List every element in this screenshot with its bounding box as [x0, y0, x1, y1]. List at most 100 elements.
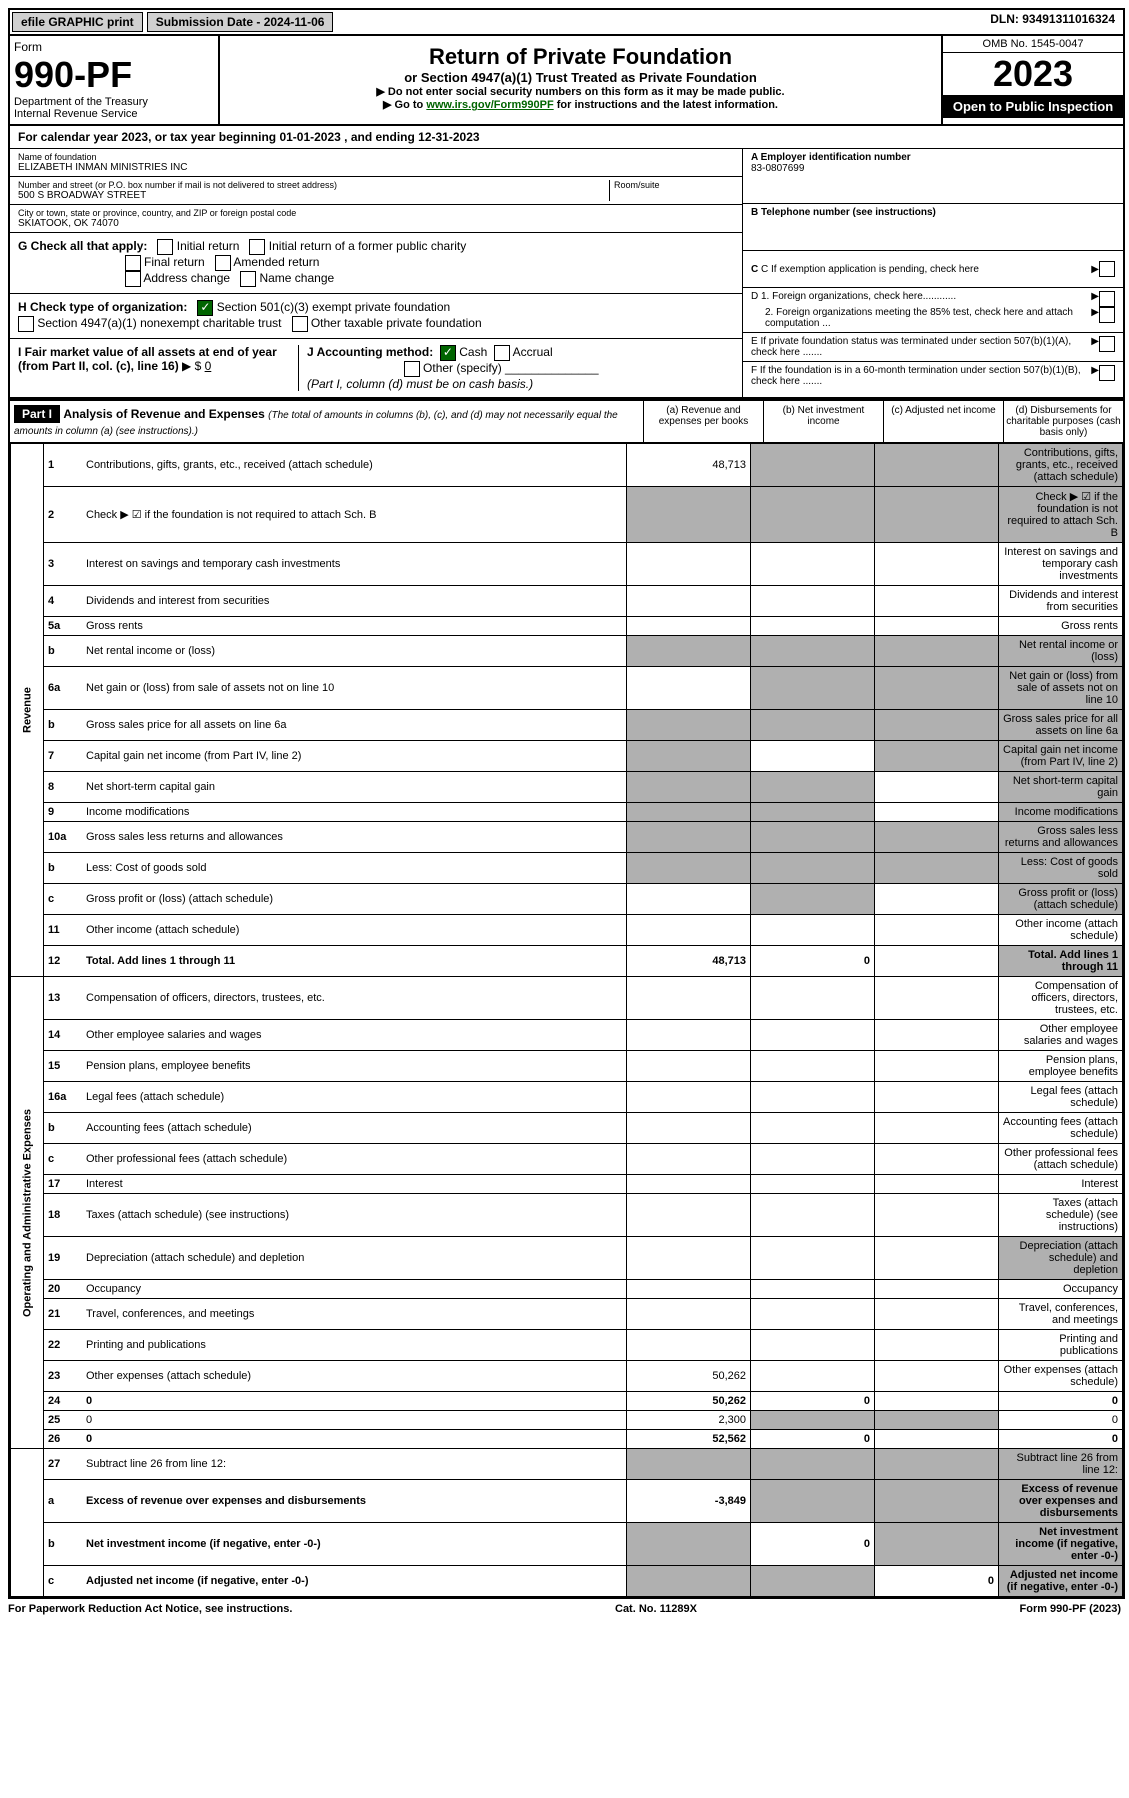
value-cell: Accounting fees (attach schedule): [999, 1113, 1123, 1144]
cb-initial-return[interactable]: [157, 239, 173, 255]
value-cell: [627, 1175, 751, 1194]
cb-d2[interactable]: [1099, 307, 1115, 323]
value-cell: [751, 1020, 875, 1051]
value-cell: Interest on savings and temporary cash i…: [999, 543, 1123, 586]
value-cell: [627, 1523, 751, 1566]
col-a-header: (a) Revenue and expenses per books: [643, 401, 763, 442]
cb-cash[interactable]: ✓: [440, 345, 456, 361]
value-cell: Other professional fees (attach schedule…: [999, 1144, 1123, 1175]
cb-amended[interactable]: [215, 255, 231, 271]
efile-print-button[interactable]: efile GRAPHIC print: [12, 12, 143, 32]
value-cell: [627, 853, 751, 884]
value-cell: [875, 772, 999, 803]
irs-label: Internal Revenue Service: [14, 108, 214, 120]
line-num: 16a: [44, 1082, 83, 1113]
value-cell: Gross profit or (loss) (attach schedule): [999, 884, 1123, 915]
cb-accrual[interactable]: [494, 345, 510, 361]
tax-year: 2023: [943, 53, 1123, 95]
line-desc: Capital gain net income (from Part IV, l…: [82, 741, 627, 772]
j-note: (Part I, column (d) must be on cash basi…: [307, 377, 533, 391]
line-desc: Travel, conferences, and meetings: [82, 1299, 627, 1330]
value-cell: [627, 586, 751, 617]
value-cell: [875, 444, 999, 487]
value-cell: [751, 884, 875, 915]
footer-right: Form 990-PF (2023): [1020, 1603, 1121, 1615]
value-cell: Printing and publications: [999, 1330, 1123, 1361]
value-cell: [751, 1449, 875, 1480]
cb-501c3[interactable]: ✓: [197, 300, 213, 316]
c-cell: C C If exemption application is pending,…: [743, 251, 1123, 288]
line-num: b: [44, 710, 83, 741]
value-cell: [627, 884, 751, 915]
cb-initial-former[interactable]: [249, 239, 265, 255]
cb-4947[interactable]: [18, 316, 34, 332]
value-cell: [627, 617, 751, 636]
line-desc: Net investment income (if negative, ente…: [82, 1523, 627, 1566]
cb-c[interactable]: [1099, 261, 1115, 277]
cb-d1[interactable]: [1099, 291, 1115, 307]
value-cell: [627, 636, 751, 667]
value-cell: [627, 1330, 751, 1361]
line-num: 17: [44, 1175, 83, 1194]
value-cell: Net investment income (if negative, ente…: [999, 1523, 1123, 1566]
line-desc: Interest: [82, 1175, 627, 1194]
line-desc: Legal fees (attach schedule): [82, 1082, 627, 1113]
line-num: 10a: [44, 822, 83, 853]
line-num: 21: [44, 1299, 83, 1330]
col-c-header: (c) Adjusted net income: [883, 401, 1003, 442]
d1-label: D 1. Foreign organizations, check here..…: [751, 291, 1091, 307]
value-cell: [751, 1299, 875, 1330]
value-cell: [627, 822, 751, 853]
value-cell: Legal fees (attach schedule): [999, 1082, 1123, 1113]
value-cell: [875, 803, 999, 822]
inst2-post: for instructions and the latest informat…: [554, 99, 778, 111]
d2-label: 2. Foreign organizations meeting the 85%…: [751, 307, 1091, 329]
line-num: b: [44, 1523, 83, 1566]
cb-e[interactable]: [1099, 336, 1115, 352]
value-cell: Gross sales less returns and allowances: [999, 822, 1123, 853]
cb-other-taxable[interactable]: [292, 316, 308, 332]
value-cell: [751, 667, 875, 710]
header-left: Form 990-PF Department of the Treasury I…: [10, 36, 220, 124]
cb-address-change[interactable]: [125, 271, 141, 287]
line-desc: Printing and publications: [82, 1330, 627, 1361]
value-cell: Other employee salaries and wages: [999, 1020, 1123, 1051]
g-check-row: G Check all that apply: Initial return I…: [10, 233, 742, 294]
line-desc: Other income (attach schedule): [82, 915, 627, 946]
value-cell: [875, 884, 999, 915]
value-cell: Less: Cost of goods sold: [999, 853, 1123, 884]
cb-name-change[interactable]: [240, 271, 256, 287]
value-cell: [627, 543, 751, 586]
value-cell: [751, 636, 875, 667]
value-cell: [627, 772, 751, 803]
value-cell: [751, 1113, 875, 1144]
j-label: J Accounting method:: [307, 345, 433, 359]
value-cell: Pension plans, employee benefits: [999, 1051, 1123, 1082]
line-desc: Pension plans, employee benefits: [82, 1051, 627, 1082]
value-cell: [875, 977, 999, 1020]
open-public-badge: Open to Public Inspection: [943, 95, 1123, 118]
form-number: 990-PF: [14, 54, 214, 96]
value-cell: [627, 1020, 751, 1051]
cb-f[interactable]: [1099, 365, 1115, 381]
cb-other-method[interactable]: [404, 361, 420, 377]
value-cell: [875, 1280, 999, 1299]
line-desc: Check ▶ ☑ if the foundation is not requi…: [82, 487, 627, 543]
opt-other-tax: Other taxable private foundation: [311, 316, 482, 330]
cb-final-return[interactable]: [125, 255, 141, 271]
line-num: b: [44, 636, 83, 667]
irs-link[interactable]: www.irs.gov/Form990PF: [426, 99, 553, 111]
value-cell: Excess of revenue over expenses and disb…: [999, 1480, 1123, 1523]
value-cell: Other income (attach schedule): [999, 915, 1123, 946]
value-cell: [875, 1051, 999, 1082]
value-cell: [627, 915, 751, 946]
value-cell: [627, 1566, 751, 1597]
line-desc: Contributions, gifts, grants, etc., rece…: [82, 444, 627, 487]
value-cell: [875, 1411, 999, 1430]
instruction-1: ▶ Do not enter social security numbers o…: [228, 85, 933, 98]
opt-final: Final return: [144, 255, 205, 269]
value-cell: [875, 1020, 999, 1051]
line-desc: Excess of revenue over expenses and disb…: [82, 1480, 627, 1523]
value-cell: [875, 1113, 999, 1144]
part1-header: Part I Analysis of Revenue and Expenses …: [10, 399, 1123, 443]
